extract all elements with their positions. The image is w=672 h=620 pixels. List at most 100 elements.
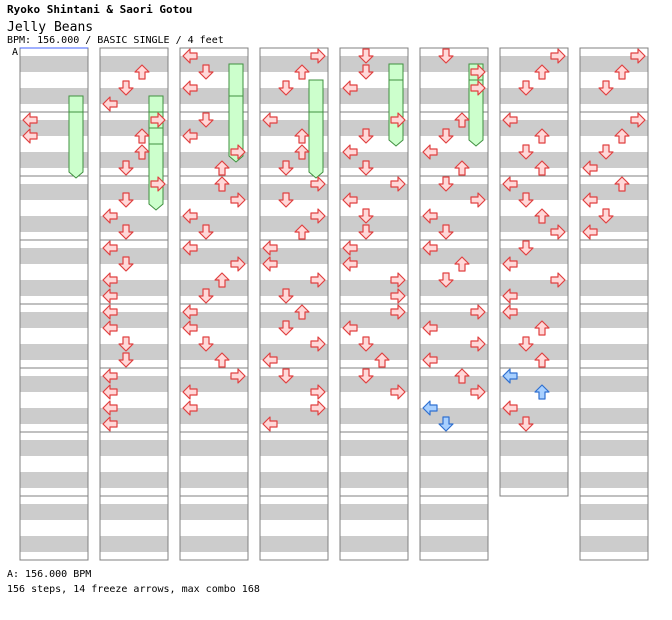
step-arrow xyxy=(278,80,294,96)
beat-stripe xyxy=(180,440,248,456)
beat-stripe xyxy=(100,472,168,488)
beat-stripe xyxy=(260,408,328,424)
bpm-summary: A: 156.000 BPM xyxy=(7,569,92,580)
step-arrow xyxy=(438,224,454,240)
step-arrow xyxy=(102,96,118,112)
beat-stripe xyxy=(260,536,328,552)
beat-stripe xyxy=(500,56,568,72)
step-arrow xyxy=(502,288,518,304)
beat-stripe xyxy=(500,184,568,200)
step-arrow xyxy=(518,192,534,208)
step-arrow xyxy=(294,224,310,240)
step-arrow xyxy=(502,256,518,272)
step-arrow xyxy=(182,384,198,400)
step-arrow xyxy=(118,352,134,368)
step-arrow xyxy=(262,352,278,368)
beat-stripe xyxy=(260,184,328,200)
step-arrow xyxy=(278,160,294,176)
beat-stripe xyxy=(500,216,568,232)
step-arrow xyxy=(310,336,326,352)
beat-stripe xyxy=(500,472,568,488)
step-arrow xyxy=(182,208,198,224)
chart-meta: BPM: 156.000 / BASIC SINGLE / 4 feet xyxy=(7,35,224,46)
beat-stripe xyxy=(340,504,408,520)
beat-stripe xyxy=(580,312,648,328)
step-arrow xyxy=(198,64,214,80)
step-arrow xyxy=(534,352,550,368)
beat-stripe xyxy=(20,472,88,488)
beat-stripe xyxy=(340,312,408,328)
step-arrow xyxy=(102,208,118,224)
step-arrow xyxy=(182,48,198,64)
beat-stripe xyxy=(580,216,648,232)
step-arrow xyxy=(614,128,630,144)
beat-stripe xyxy=(420,472,488,488)
beat-stripe xyxy=(340,440,408,456)
step-arrow xyxy=(118,336,134,352)
beat-stripe xyxy=(100,56,168,72)
step-arrow xyxy=(262,112,278,128)
step-arrow xyxy=(214,160,230,176)
step-arrow xyxy=(438,176,454,192)
step-arrow xyxy=(230,144,246,160)
step-arrow xyxy=(310,400,326,416)
step-chart xyxy=(19,47,649,561)
step-arrow xyxy=(310,176,326,192)
step-arrow xyxy=(118,256,134,272)
step-arrow xyxy=(454,112,470,128)
beat-stripe xyxy=(100,248,168,264)
artist-name: Ryoko Shintani & Saori Gotou xyxy=(7,3,193,16)
beat-stripe xyxy=(580,248,648,264)
step-arrow xyxy=(198,288,214,304)
step-arrow xyxy=(582,160,598,176)
step-arrow xyxy=(358,336,374,352)
step-arrow xyxy=(550,48,566,64)
beat-stripe xyxy=(340,536,408,552)
step-arrow xyxy=(598,80,614,96)
step-arrow xyxy=(342,192,358,208)
beat-stripe xyxy=(500,312,568,328)
step-arrow xyxy=(534,384,550,400)
step-arrow xyxy=(358,160,374,176)
step-arrow xyxy=(454,160,470,176)
step-arrow xyxy=(310,272,326,288)
step-arrow xyxy=(342,320,358,336)
step-arrow xyxy=(358,64,374,80)
step-arrow xyxy=(390,304,406,320)
beat-stripe xyxy=(20,344,88,360)
step-arrow xyxy=(230,256,246,272)
beat-stripe xyxy=(20,248,88,264)
step-arrow xyxy=(534,320,550,336)
freeze-arrow xyxy=(148,143,164,211)
beat-stripe xyxy=(20,408,88,424)
song-title: Jelly Beans xyxy=(7,20,94,35)
beat-stripe xyxy=(580,120,648,136)
step-arrow xyxy=(438,48,454,64)
step-arrow xyxy=(518,240,534,256)
step-arrow xyxy=(358,208,374,224)
step-arrow xyxy=(278,192,294,208)
step-arrow xyxy=(534,160,550,176)
step-arrow xyxy=(502,176,518,192)
step-arrow xyxy=(342,240,358,256)
beat-stripe xyxy=(580,88,648,104)
step-arrow xyxy=(230,368,246,384)
step-arrow xyxy=(358,224,374,240)
step-arrow xyxy=(598,208,614,224)
beat-stripe xyxy=(260,472,328,488)
beat-stripe xyxy=(260,216,328,232)
beat-stripe xyxy=(500,280,568,296)
step-arrow xyxy=(358,48,374,64)
step-arrow xyxy=(518,144,534,160)
beat-stripe xyxy=(420,440,488,456)
step-arrow xyxy=(278,368,294,384)
step-arrow xyxy=(278,288,294,304)
step-arrow xyxy=(294,304,310,320)
step-arrow xyxy=(134,128,150,144)
step-arrow xyxy=(550,224,566,240)
beat-stripe xyxy=(180,280,248,296)
step-arrow xyxy=(438,272,454,288)
step-arrow xyxy=(630,48,646,64)
step-arrow xyxy=(150,176,166,192)
step-arrow xyxy=(342,256,358,272)
